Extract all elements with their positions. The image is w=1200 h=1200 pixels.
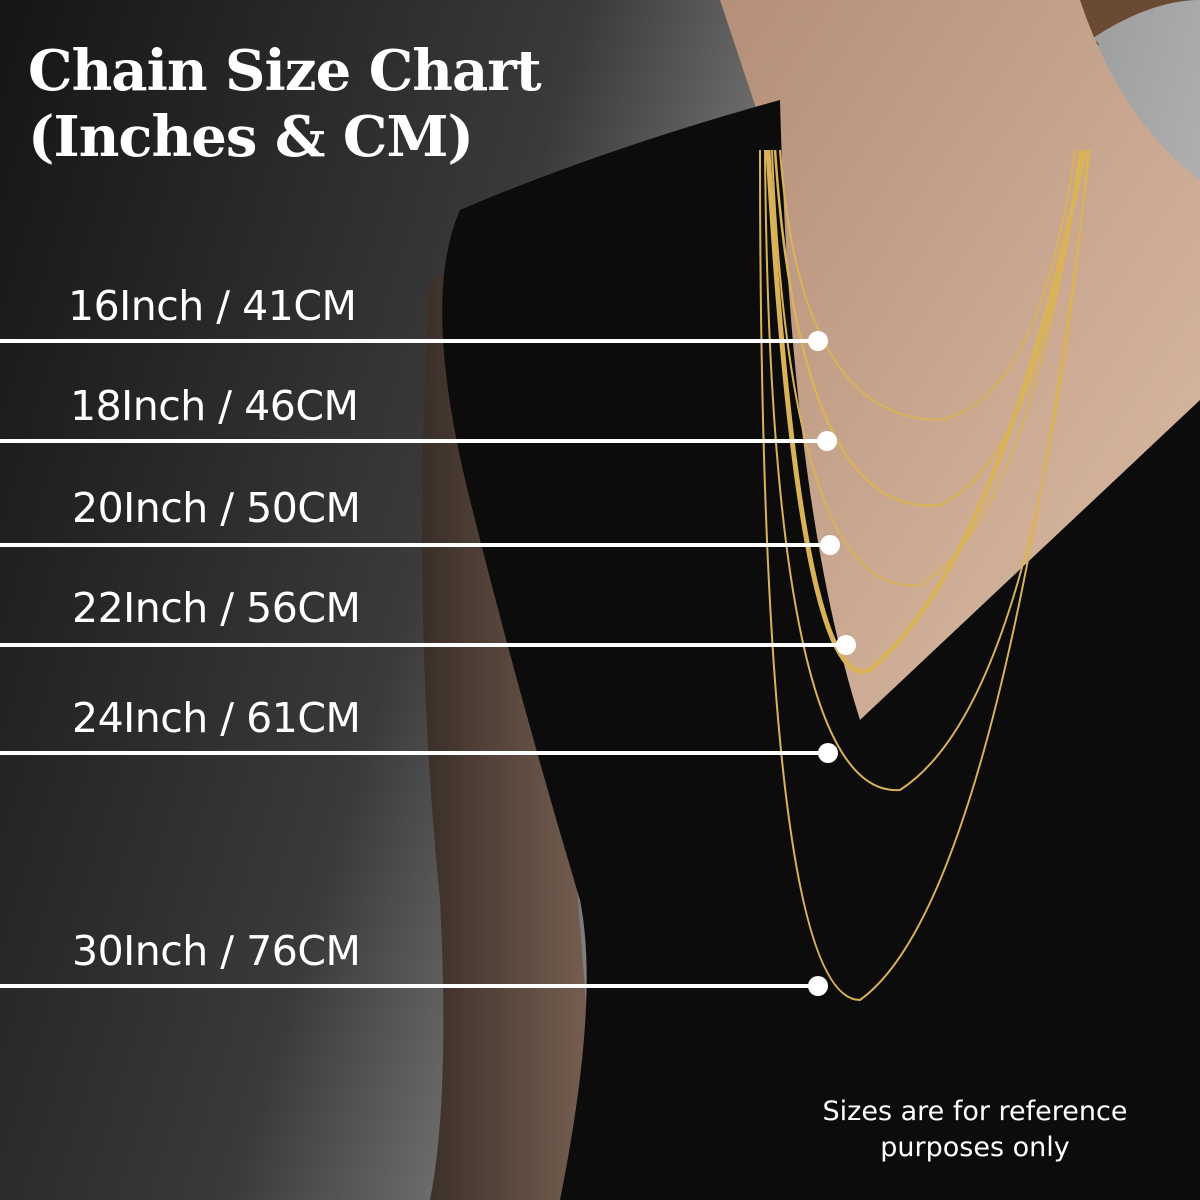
size-label-22: 22Inch / 56CM <box>72 584 361 632</box>
dress <box>442 100 1200 1200</box>
size-label-20: 20Inch / 50CM <box>72 484 361 532</box>
reference-note: Sizes are for reference purposes only <box>790 1094 1160 1166</box>
size-marker-dot-18 <box>817 431 837 451</box>
size-label-24: 24Inch / 61CM <box>72 694 361 742</box>
page-title: Chain Size Chart (Inches & CM) <box>28 38 542 170</box>
size-label-16: 16Inch / 41CM <box>68 282 357 330</box>
hair <box>1050 0 1200 45</box>
size-marker-dot-20 <box>820 535 840 555</box>
note-line-2: purposes only <box>880 1132 1070 1163</box>
size-marker-dot-30 <box>808 976 828 996</box>
note-line-1: Sizes are for reference <box>822 1096 1128 1127</box>
size-marker-dot-16 <box>808 331 828 351</box>
size-label-30: 30Inch / 76CM <box>72 927 361 975</box>
title-line-1: Chain Size Chart <box>28 38 542 104</box>
size-marker-dot-24 <box>818 743 838 763</box>
arm <box>422 260 600 1200</box>
size-marker-dot-22 <box>836 635 856 655</box>
title-line-2: (Inches & CM) <box>28 104 474 170</box>
size-label-18: 18Inch / 46CM <box>70 382 359 430</box>
